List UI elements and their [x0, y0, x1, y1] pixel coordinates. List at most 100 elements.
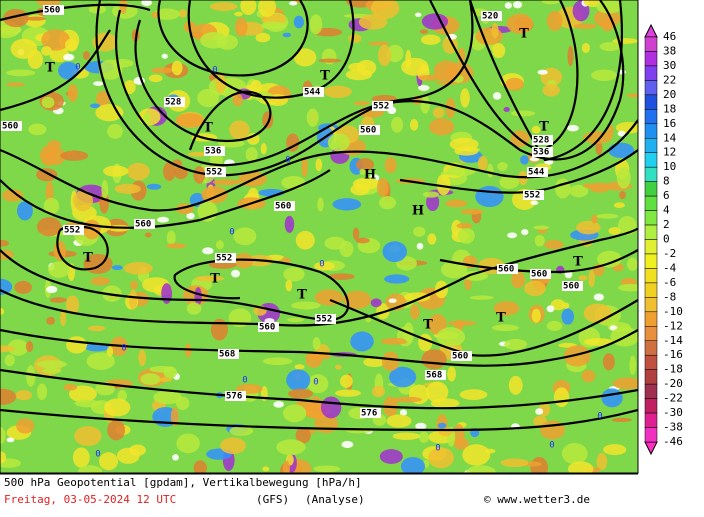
zero-label: 0 — [313, 378, 318, 388]
contour-label-bg — [303, 87, 324, 97]
contour-label: 552 — [316, 315, 332, 325]
field-blob — [613, 202, 625, 209]
field-blob — [291, 301, 321, 310]
field-blob — [459, 389, 488, 400]
field-blob — [348, 34, 362, 43]
field-blob — [399, 409, 408, 416]
field-blob — [608, 226, 621, 235]
field-blob — [306, 108, 319, 127]
field-blob — [530, 456, 549, 473]
field-blob — [542, 84, 560, 97]
field-blob — [554, 178, 571, 199]
field-blob — [232, 93, 243, 107]
contour-label-bg — [359, 125, 380, 135]
zero-label: 0 — [597, 412, 602, 422]
field-blob — [629, 355, 637, 375]
contour-label-bg — [1, 121, 22, 131]
field-blob — [427, 233, 437, 245]
colorbar-label: 10 — [663, 160, 676, 173]
field-blob — [537, 69, 548, 75]
pressure-center: T — [83, 251, 93, 266]
field-blob — [591, 214, 598, 224]
colorbar-label: -18 — [663, 363, 683, 376]
field-blob — [569, 184, 589, 198]
colorbar-label: -12 — [663, 319, 683, 332]
colorbar-segment — [644, 253, 658, 269]
field-blob — [352, 177, 380, 190]
contour-label: 560 — [452, 352, 468, 362]
field-blob — [441, 261, 468, 279]
field-blob — [255, 32, 271, 43]
colorbar-label: -16 — [663, 348, 683, 361]
field-blob — [215, 240, 224, 250]
field-blob — [546, 10, 563, 32]
field-blob — [588, 269, 596, 288]
field-blob — [403, 292, 431, 302]
colorbar-label: 30 — [663, 59, 676, 72]
field-blob — [429, 118, 455, 136]
field-blob — [151, 67, 174, 74]
field-blob — [612, 377, 638, 390]
field-blob — [65, 295, 80, 315]
field-blob — [7, 339, 29, 356]
field-blob — [363, 357, 386, 368]
colorbar-segment — [644, 398, 658, 414]
field-blob — [416, 242, 424, 250]
field-blob — [381, 351, 400, 372]
colorbar-segment — [644, 195, 658, 211]
colorbar-label: -8 — [663, 290, 676, 303]
field-blob — [175, 113, 204, 128]
field-blob — [293, 48, 317, 67]
field-blob — [581, 42, 591, 54]
field-blob — [6, 437, 15, 443]
field-blob — [119, 0, 128, 15]
field-blob — [37, 383, 48, 401]
field-blob — [260, 143, 267, 155]
field-blob — [0, 239, 9, 247]
colorbar-label: 22 — [663, 73, 676, 86]
field-blob — [90, 276, 110, 286]
field-blob — [288, 388, 314, 399]
field-blob — [193, 460, 207, 473]
colorbar-segment — [644, 94, 658, 110]
field-blob — [378, 196, 397, 210]
field-blob — [98, 452, 119, 471]
field-blob — [462, 444, 491, 466]
field-blob — [166, 243, 187, 249]
field-blob — [123, 79, 136, 95]
colorbar-label: 4 — [663, 204, 670, 217]
pressure-center: H — [412, 204, 424, 219]
field-blob — [312, 337, 321, 350]
field-blob — [591, 69, 618, 81]
field-blob — [339, 240, 354, 258]
field-blob — [626, 93, 638, 98]
field-blob — [146, 183, 162, 190]
field-blob — [428, 447, 454, 469]
footer-title: 500 hPa Geopotential [gpdam], Vertikalbe… — [4, 476, 362, 489]
footer-credit: © www.wetter3.de — [484, 493, 590, 506]
contour-label: 560 — [135, 220, 151, 230]
field-blob — [436, 327, 466, 347]
contour-label-bg — [425, 370, 446, 380]
colorbar-label: -22 — [663, 392, 683, 405]
field-blob — [511, 271, 525, 289]
field-blob — [25, 341, 34, 353]
zero-label: 0 — [285, 156, 290, 166]
field-blob — [5, 82, 26, 87]
pressure-center: T — [519, 27, 529, 42]
colorbar-label: 12 — [663, 146, 676, 159]
field-blob — [377, 44, 392, 67]
contour-label-bg — [532, 147, 553, 157]
contour-label: 552 — [206, 168, 222, 178]
field-blob — [234, 11, 243, 17]
colorbar-segment — [644, 65, 658, 81]
field-blob — [546, 305, 555, 313]
field-blob — [627, 257, 638, 271]
colorbar-segment — [644, 51, 658, 67]
field-blob — [352, 227, 360, 240]
field-blob — [372, 385, 385, 398]
field-blob — [171, 60, 183, 76]
field-blob — [462, 270, 489, 281]
field-blob — [188, 151, 210, 157]
field-blob — [318, 58, 342, 63]
